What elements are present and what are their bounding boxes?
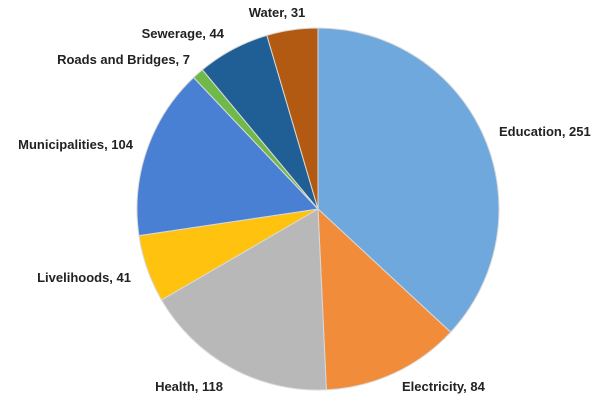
slice-label-municipalities: Municipalities, 104 bbox=[18, 137, 134, 152]
slice-labels: Education, 251 Electricity, 84 Health, 1… bbox=[18, 5, 591, 394]
slice-label-education: Education, 251 bbox=[499, 124, 591, 139]
slice-label-health: Health, 118 bbox=[155, 379, 223, 394]
slice-label-electricity: Electricity, 84 bbox=[402, 379, 486, 394]
pie-slice-health bbox=[160, 208, 327, 391]
pie-slice-electricity bbox=[317, 207, 452, 391]
slice-label-livelihoods: Livelihoods, 41 bbox=[37, 270, 131, 285]
pie-slices bbox=[136, 27, 500, 391]
pie-slice-water bbox=[266, 27, 319, 210]
slice-label-roads-and-bridges: Roads and Bridges, 7 bbox=[57, 52, 190, 67]
pie-slice-education bbox=[317, 27, 500, 333]
pie-slice-municipalities bbox=[136, 76, 320, 237]
slice-label-sewerage: Sewerage, 44 bbox=[142, 26, 225, 41]
slice-label-water: Water, 31 bbox=[249, 5, 306, 20]
